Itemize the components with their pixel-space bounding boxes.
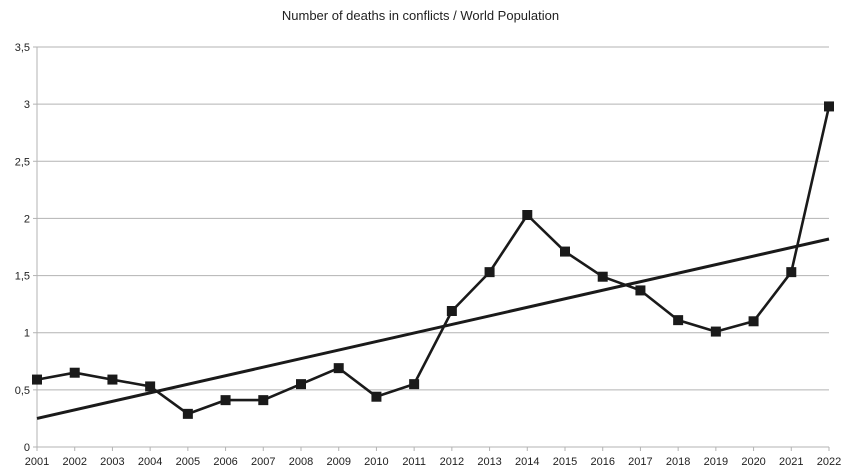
x-tick-label: 2001 — [25, 456, 49, 468]
x-tick-label: 2012 — [440, 456, 464, 468]
y-tick-label: 3,5 — [15, 42, 30, 54]
x-tick-label: 2021 — [779, 456, 803, 468]
data-point — [333, 363, 344, 374]
data-point — [560, 246, 570, 257]
x-tick-label: 2007 — [251, 456, 275, 468]
data-point — [145, 381, 156, 392]
data-point — [32, 374, 42, 385]
y-tick-label: 1,5 — [15, 271, 30, 283]
trendline-layer — [36, 237, 830, 420]
x-tick-label: 2020 — [741, 456, 765, 468]
y-tick-label: 0,5 — [15, 385, 30, 397]
chart-title: Number of deaths in conflicts / World Po… — [281, 8, 560, 23]
x-tick-label: 2016 — [590, 456, 614, 468]
series-layer — [36, 106, 831, 416]
axes — [36, 47, 830, 451]
data-point — [296, 379, 306, 390]
x-tick-label: 2013 — [477, 456, 501, 468]
y-tick-label: 0 — [24, 442, 30, 454]
data-point — [446, 306, 457, 316]
x-tick-label: 2019 — [704, 456, 728, 468]
data-point — [786, 267, 797, 278]
y-tick-label: 1 — [24, 328, 30, 340]
data-point — [220, 395, 231, 406]
x-tick-label: 2005 — [176, 456, 200, 468]
data-point — [635, 285, 646, 296]
y-tick-label: 2,5 — [15, 156, 30, 168]
x-tick-label: 2009 — [326, 456, 350, 468]
x-tick-label: 2022 — [817, 456, 841, 468]
data-point — [824, 101, 834, 112]
data-point — [69, 367, 80, 378]
data-point — [484, 267, 495, 278]
x-tick-label: 2018 — [666, 456, 690, 468]
data-point — [522, 210, 533, 220]
x-tick-label: 2004 — [138, 456, 162, 468]
x-tick-label: 2003 — [100, 456, 124, 468]
data-point — [597, 271, 608, 282]
data-point — [409, 379, 420, 390]
data-point — [107, 374, 118, 385]
data-point — [673, 315, 684, 326]
y-tick-label: 3 — [24, 99, 30, 111]
x-tick-label: 2011 — [402, 456, 426, 468]
series-line — [36, 106, 831, 416]
marker-layer — [32, 101, 834, 419]
x-tick-label: 2006 — [213, 456, 237, 468]
data-point — [258, 395, 269, 406]
x-tick-label: 2002 — [62, 456, 86, 468]
x-tick-label: 2010 — [364, 456, 388, 468]
x-tick-label: 2014 — [515, 456, 539, 468]
data-point — [748, 316, 759, 327]
x-axis-tick-labels: 2001 2002 2003 2004 2005 2006 2007 2008 2009 2010… — [25, 456, 841, 468]
trendline — [36, 237, 830, 420]
x-tick-label: 2017 — [628, 456, 652, 468]
y-axis-tick-labels: 0 0,5 1 1,5 2 2,5 3 3,5 — [15, 42, 30, 454]
y-tick-label: 2 — [24, 213, 30, 225]
x-tick-label: 2008 — [289, 456, 313, 468]
data-point — [371, 391, 382, 402]
data-point — [182, 408, 193, 419]
x-tick-label: 2015 — [553, 456, 577, 468]
data-point — [710, 326, 721, 337]
